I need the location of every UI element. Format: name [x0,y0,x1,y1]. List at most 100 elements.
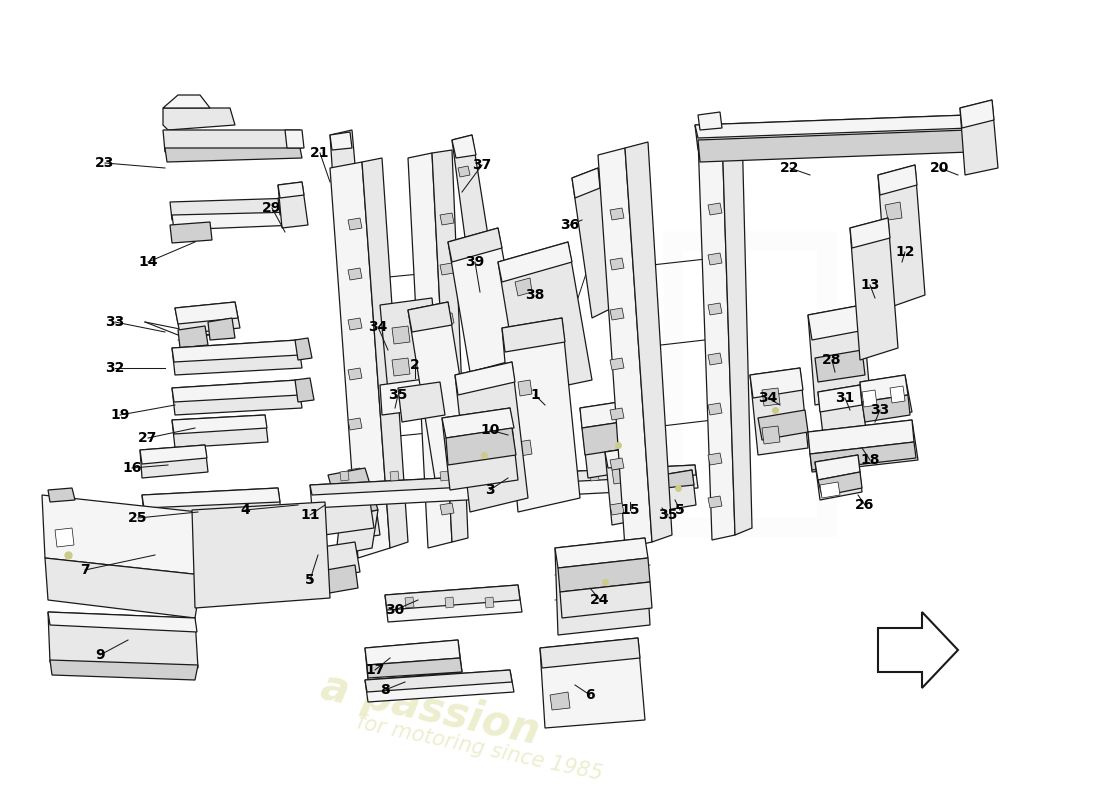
Polygon shape [348,418,362,430]
Polygon shape [448,228,502,262]
Polygon shape [348,508,362,520]
Text: 14: 14 [139,255,157,269]
Text: 23: 23 [96,156,114,170]
Polygon shape [446,597,454,608]
Polygon shape [446,428,516,465]
Text: 12: 12 [895,245,915,259]
Polygon shape [340,500,379,540]
Polygon shape [365,670,512,692]
Polygon shape [815,455,860,480]
Text: 34: 34 [758,391,778,405]
Polygon shape [362,158,408,548]
Polygon shape [878,165,925,308]
Polygon shape [365,640,460,665]
Polygon shape [172,212,297,230]
Polygon shape [598,148,652,548]
Polygon shape [560,582,652,618]
Polygon shape [142,488,280,508]
Polygon shape [365,640,462,680]
Polygon shape [379,378,436,415]
Polygon shape [518,440,532,456]
Polygon shape [502,318,565,352]
Polygon shape [440,313,454,325]
Polygon shape [762,388,780,406]
Polygon shape [172,415,267,434]
Polygon shape [860,375,908,402]
Text: 15: 15 [620,503,640,517]
Polygon shape [850,218,890,248]
Polygon shape [48,612,197,632]
Polygon shape [408,302,478,498]
Polygon shape [502,318,580,512]
Polygon shape [498,242,572,282]
Text: 9: 9 [96,648,104,662]
Text: 10: 10 [481,423,499,437]
Polygon shape [379,298,440,392]
Polygon shape [662,470,694,488]
Text: 22: 22 [780,161,800,175]
Polygon shape [452,135,490,260]
Text: 5: 5 [675,503,685,517]
Polygon shape [348,318,362,330]
Polygon shape [405,597,414,608]
Polygon shape [440,463,454,475]
Polygon shape [815,350,865,382]
Polygon shape [515,278,532,296]
Polygon shape [612,468,627,484]
Polygon shape [432,150,468,542]
Polygon shape [490,471,499,481]
Text: 39: 39 [465,255,485,269]
Polygon shape [605,448,634,468]
Text: 6: 6 [585,688,595,702]
Polygon shape [708,253,722,265]
Polygon shape [810,442,916,470]
Polygon shape [582,418,650,455]
Polygon shape [440,213,454,225]
Polygon shape [392,326,410,344]
Text: 31: 31 [835,391,855,405]
Polygon shape [818,472,862,496]
Polygon shape [820,482,840,498]
Polygon shape [610,308,624,320]
Polygon shape [708,353,722,365]
Polygon shape [580,398,648,428]
Polygon shape [278,195,300,215]
Text: 3: 3 [485,483,495,497]
Polygon shape [348,268,362,280]
Polygon shape [708,453,722,465]
Text: 33: 33 [106,315,124,329]
Polygon shape [698,130,970,162]
Polygon shape [285,130,304,148]
Polygon shape [170,222,212,243]
Text: 1: 1 [530,388,540,402]
Polygon shape [330,130,362,255]
Polygon shape [392,358,410,376]
Text: 20: 20 [931,161,949,175]
Polygon shape [610,258,624,270]
Polygon shape [862,390,877,407]
Text: 33: 33 [870,403,890,417]
Polygon shape [808,305,870,405]
Polygon shape [328,468,378,518]
Polygon shape [518,380,532,396]
Polygon shape [708,303,722,315]
Polygon shape [175,302,240,334]
Polygon shape [365,670,514,702]
Polygon shape [440,263,454,275]
Polygon shape [165,148,302,162]
Polygon shape [540,471,549,481]
Polygon shape [762,426,780,444]
Polygon shape [610,458,624,470]
Polygon shape [45,558,202,618]
Text: 18: 18 [860,453,880,467]
Polygon shape [398,382,446,422]
Polygon shape [890,386,905,403]
Polygon shape [540,638,640,668]
Polygon shape [278,182,304,198]
Text: for motoring since 1985: for motoring since 1985 [355,712,605,784]
Text: 32: 32 [106,361,124,375]
Polygon shape [336,510,378,555]
Text: 19: 19 [110,408,130,422]
Polygon shape [172,380,302,415]
Polygon shape [163,130,302,152]
